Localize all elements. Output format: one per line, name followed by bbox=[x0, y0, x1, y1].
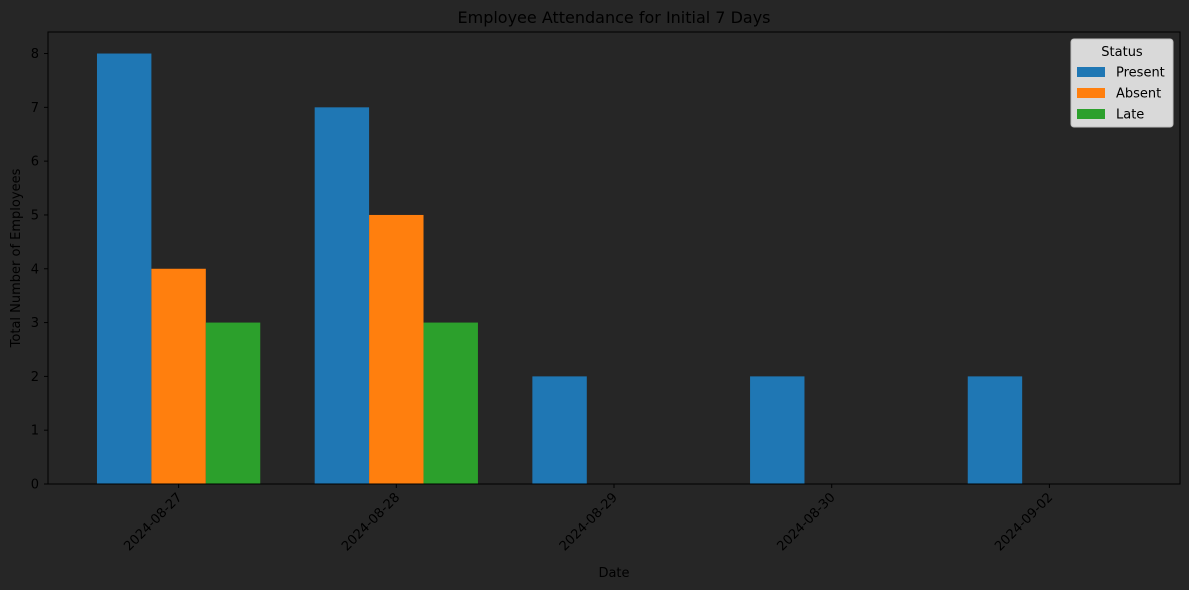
y-tick-label: 8 bbox=[31, 47, 39, 62]
legend-swatch-absent bbox=[1077, 88, 1105, 98]
y-tick-label: 3 bbox=[31, 316, 39, 331]
legend-title: Status bbox=[1101, 45, 1143, 60]
y-tick-label: 5 bbox=[31, 208, 39, 223]
bar-late-2024-08-28 bbox=[423, 322, 478, 484]
x-axis-ticks: 2024-08-27 2024-08-28 2024-08-29 2024-08-30… bbox=[121, 484, 1056, 554]
bar-present-2024-08-27 bbox=[96, 53, 152, 485]
bar-absent-2024-08-28 bbox=[369, 214, 424, 484]
legend-label-late: Late bbox=[1116, 108, 1144, 123]
bar-present-2024-08-29 bbox=[532, 376, 587, 484]
legend-box bbox=[1070, 38, 1174, 128]
y-tick-label: 7 bbox=[31, 101, 39, 116]
y-tick-label: 6 bbox=[31, 155, 39, 170]
chart-title: Employee Attendance for Initial 7 Days bbox=[458, 8, 771, 27]
bars-group bbox=[96, 53, 1023, 485]
y-tick-label: 2 bbox=[31, 370, 39, 385]
y-axis-label: Total Number of Employees bbox=[9, 168, 24, 348]
bar-absent-2024-08-27 bbox=[151, 268, 206, 484]
bar-late-2024-08-27 bbox=[205, 322, 261, 484]
legend-swatch-late bbox=[1077, 109, 1105, 119]
x-tick-label: 2024-09-02 bbox=[992, 490, 1056, 554]
x-tick-label: 2024-08-29 bbox=[557, 490, 621, 554]
legend-label-absent: Absent bbox=[1116, 87, 1161, 102]
y-axis-ticks: 0 1 2 3 4 5 6 7 8 bbox=[31, 47, 48, 493]
y-tick-label: 0 bbox=[31, 478, 39, 493]
plot-area-frame bbox=[47, 31, 1181, 485]
legend-swatch-present bbox=[1077, 67, 1105, 77]
bar-present-2024-08-30 bbox=[750, 376, 805, 484]
x-tick-label: 2024-08-28 bbox=[339, 490, 403, 554]
bar-present-2024-08-28 bbox=[314, 107, 370, 484]
y-tick-label: 4 bbox=[31, 262, 39, 277]
x-tick-label: 2024-08-27 bbox=[121, 490, 185, 554]
y-tick-label: 1 bbox=[31, 424, 39, 439]
bar-present-2024-09-02 bbox=[967, 376, 1023, 484]
legend-label-present: Present bbox=[1116, 66, 1165, 81]
x-axis-label: Date bbox=[598, 566, 629, 581]
x-tick-label: 2024-08-30 bbox=[774, 490, 838, 554]
legend: Status Present Absent Late bbox=[1070, 38, 1174, 128]
